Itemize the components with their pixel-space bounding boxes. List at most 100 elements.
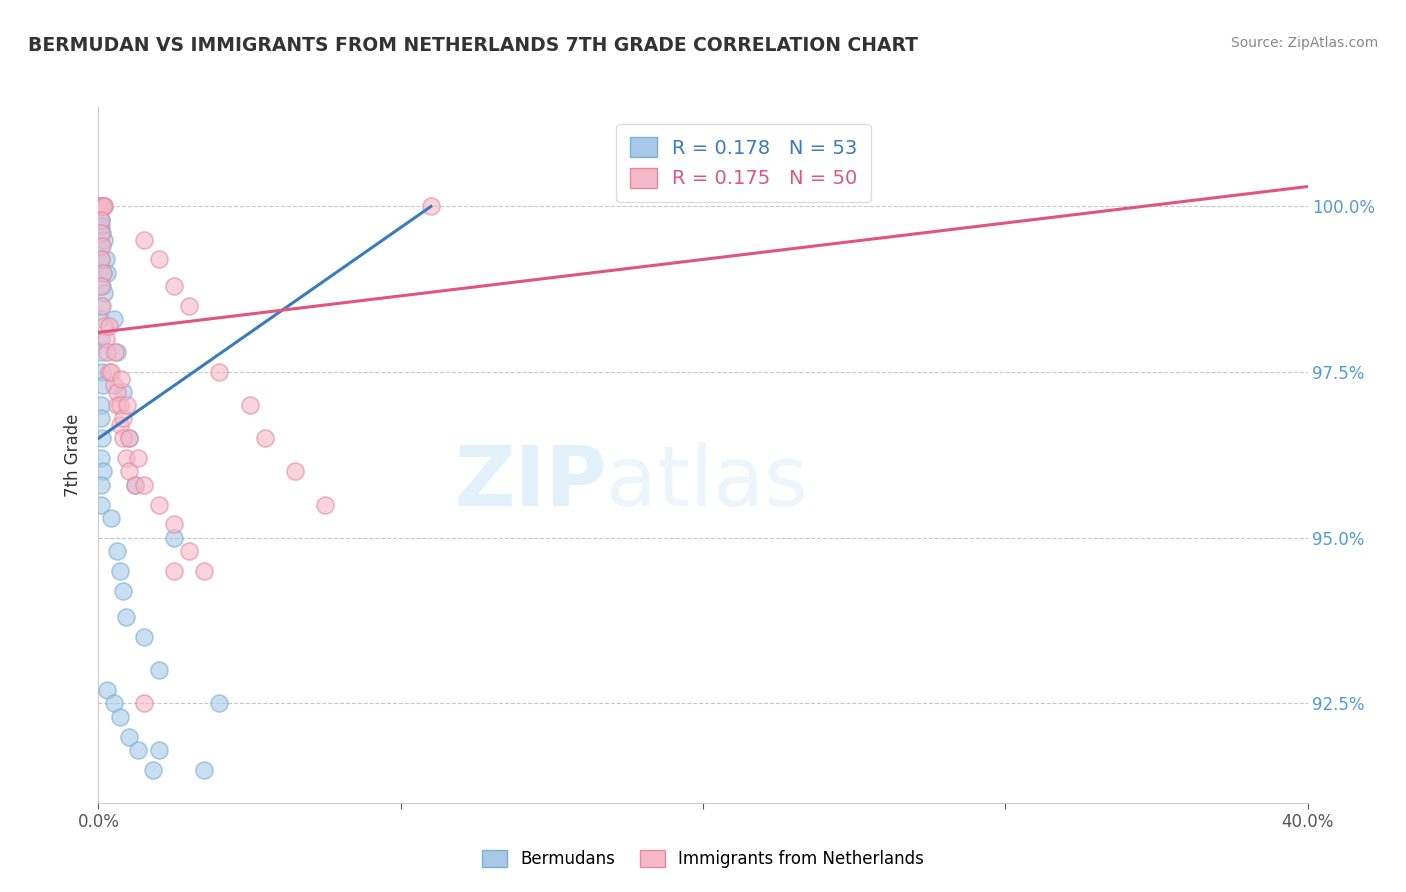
Point [118, 431, 141, 445]
Point [93, 199, 115, 213]
Point [114, 610, 136, 624]
Point [124, 477, 146, 491]
Point [105, 544, 128, 558]
Point [91, 299, 114, 313]
Point [90, 199, 112, 213]
Point [90, 299, 112, 313]
Point [148, 663, 170, 677]
Point [90, 451, 112, 466]
Point [148, 498, 170, 512]
Point [111, 411, 134, 425]
Point [100, 511, 122, 525]
Point [142, 763, 165, 777]
Y-axis label: 7th Grade: 7th Grade [65, 413, 83, 497]
Point [148, 743, 170, 757]
Point [179, 299, 201, 313]
Point [96, 345, 118, 359]
Point [90, 332, 112, 346]
Point [90, 239, 112, 253]
Point [132, 630, 155, 644]
Point [91, 266, 114, 280]
Text: atlas: atlas [606, 442, 808, 524]
Point [91, 226, 114, 240]
Point [89, 199, 111, 213]
Point [90, 498, 112, 512]
Point [314, 498, 336, 512]
Point [163, 517, 186, 532]
Point [93, 199, 115, 213]
Point [90, 212, 112, 227]
Point [111, 384, 134, 399]
Point [94, 252, 117, 267]
Point [90, 199, 112, 213]
Point [148, 252, 170, 267]
Point [90, 345, 112, 359]
Point [89, 312, 111, 326]
Point [163, 564, 186, 578]
Point [105, 345, 128, 359]
Point [163, 531, 186, 545]
Point [91, 279, 114, 293]
Point [114, 451, 136, 466]
Point [96, 266, 118, 280]
Point [104, 345, 127, 359]
Point [91, 239, 114, 253]
Point [115, 398, 138, 412]
Point [91, 266, 114, 280]
Point [91, 465, 114, 479]
Point [90, 398, 112, 412]
Point [132, 477, 155, 491]
Point [93, 285, 115, 300]
Point [89, 212, 111, 227]
Point [163, 279, 186, 293]
Point [132, 697, 155, 711]
Point [103, 378, 125, 392]
Point [91, 199, 114, 213]
Point [108, 564, 131, 578]
Point [127, 743, 149, 757]
Point [118, 431, 141, 445]
Text: Source: ZipAtlas.com: Source: ZipAtlas.com [1230, 36, 1378, 50]
Point [127, 451, 149, 466]
Point [90, 279, 112, 293]
Point [193, 763, 215, 777]
Point [111, 431, 134, 445]
Point [90, 199, 112, 213]
Point [89, 199, 111, 213]
Point [108, 398, 131, 412]
Point [103, 312, 125, 326]
Text: ZIP: ZIP [454, 442, 606, 524]
Point [94, 332, 117, 346]
Point [118, 730, 141, 744]
Point [91, 199, 114, 213]
Point [103, 697, 125, 711]
Point [108, 709, 131, 723]
Point [90, 252, 112, 267]
Point [98, 365, 121, 379]
Legend: R = 0.178   N = 53, R = 0.175   N = 50: R = 0.178 N = 53, R = 0.175 N = 50 [616, 124, 872, 202]
Point [93, 318, 115, 333]
Point [284, 465, 307, 479]
Point [108, 418, 131, 433]
Point [98, 318, 121, 333]
Point [90, 411, 112, 425]
Point [208, 697, 231, 711]
Point [239, 398, 262, 412]
Point [253, 431, 276, 445]
Point [111, 583, 134, 598]
Point [420, 199, 443, 213]
Point [100, 365, 122, 379]
Point [124, 477, 146, 491]
Point [193, 564, 215, 578]
Point [91, 431, 114, 445]
Point [90, 219, 112, 234]
Text: BERMUDAN VS IMMIGRANTS FROM NETHERLANDS 7TH GRADE CORRELATION CHART: BERMUDAN VS IMMIGRANTS FROM NETHERLANDS … [28, 36, 918, 54]
Point [91, 378, 114, 392]
Point [118, 465, 141, 479]
Point [179, 544, 201, 558]
Point [105, 398, 128, 412]
Legend: Bermudans, Immigrants from Netherlands: Bermudans, Immigrants from Netherlands [475, 843, 931, 875]
Point [90, 252, 112, 267]
Point [91, 199, 114, 213]
Point [91, 365, 114, 379]
